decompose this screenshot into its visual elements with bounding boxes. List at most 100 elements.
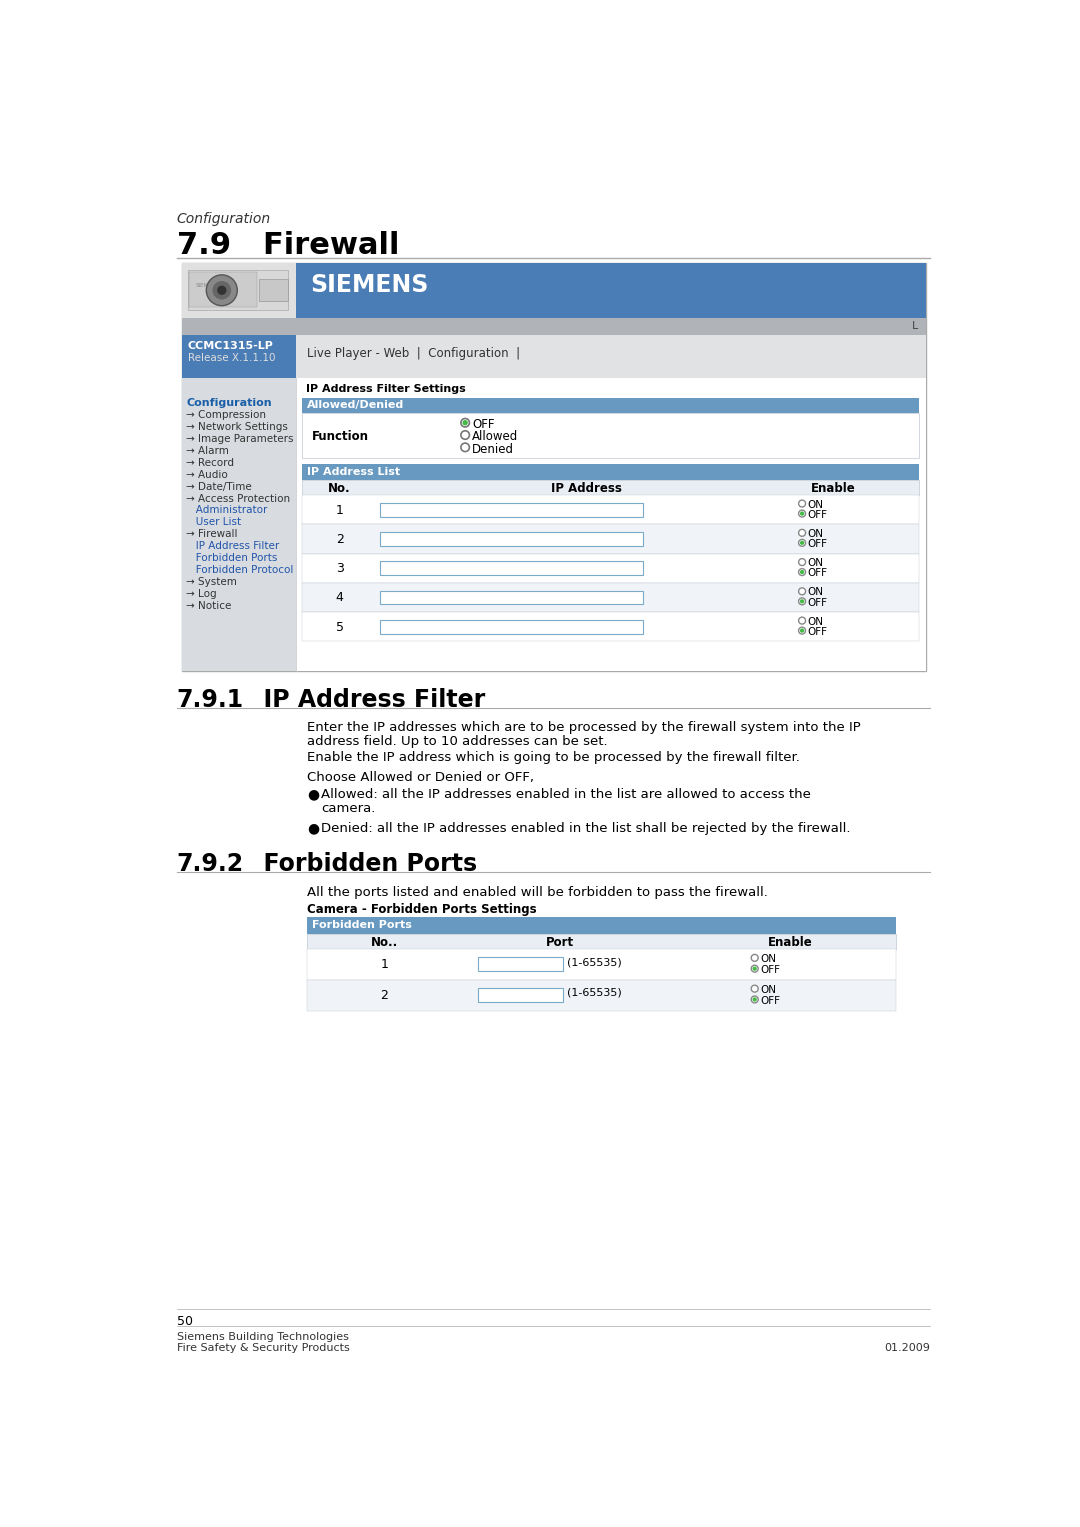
Text: ON: ON [808,588,824,597]
Bar [477,988,563,1002]
Text: User List: User List [186,518,241,527]
Bar [259,279,288,301]
Circle shape [461,418,470,428]
Circle shape [798,568,806,576]
Bar [181,334,926,379]
Bar [181,263,296,318]
Circle shape [206,275,238,305]
Bar [307,950,896,980]
Text: SIEMENS: SIEMENS [310,273,429,298]
Text: Administrator: Administrator [186,505,268,516]
Text: 7.9   Firewall: 7.9 Firewall [177,231,400,260]
Text: OFF: OFF [808,597,827,608]
Text: Forbidden Ports: Forbidden Ports [186,553,278,563]
Bar [181,379,926,670]
Bar [302,612,919,641]
Text: → Compression: → Compression [186,411,266,420]
Text: 7.9.2: 7.9.2 [177,852,244,876]
Text: OFF: OFF [808,626,827,637]
Text: All the ports listed and enabled will be forbidden to pass the firewall.: All the ports listed and enabled will be… [307,886,768,899]
Text: ●: ● [307,822,320,835]
Text: address field. Up to 10 addresses can be set.: address field. Up to 10 addresses can be… [307,736,608,748]
Circle shape [462,420,468,426]
Text: Siemens Building Technologies: Siemens Building Technologies [177,1332,349,1342]
Text: OFF: OFF [808,510,827,519]
Bar [181,263,926,318]
Bar [181,318,296,334]
Text: → Image Parameters: → Image Parameters [186,434,294,444]
Text: Forbidden Ports: Forbidden Ports [312,921,411,930]
Circle shape [217,286,227,295]
Circle shape [798,530,806,536]
Text: Forbidden Protocol: Forbidden Protocol [186,565,294,576]
Bar [302,479,919,495]
Circle shape [213,281,231,299]
Text: 4: 4 [336,591,343,605]
Text: Denied: Denied [472,443,514,455]
Circle shape [798,628,806,634]
Circle shape [800,599,805,603]
Circle shape [461,443,470,452]
Text: 2: 2 [336,533,343,545]
Circle shape [461,431,470,440]
Text: Enable: Enable [811,483,855,495]
Text: L: L [912,321,918,331]
Circle shape [752,954,758,962]
Text: 50: 50 [177,1315,193,1328]
Text: No.: No. [328,483,351,495]
Text: CCMC1315-LP: CCMC1315-LP [188,341,273,351]
Bar [307,980,896,1011]
Text: 1: 1 [380,957,389,971]
Circle shape [800,512,805,516]
Text: → Alarm: → Alarm [186,446,229,457]
Circle shape [753,997,757,1002]
Text: 01.2009: 01.2009 [885,1342,930,1353]
Bar [296,318,926,334]
Text: ON: ON [808,528,824,539]
Circle shape [753,967,757,971]
Text: IP Address Filter Settings: IP Address Filter Settings [306,385,465,394]
Text: → Access Protection: → Access Protection [186,493,291,504]
Text: Configuration: Configuration [186,399,272,408]
Text: ON: ON [760,985,777,994]
Bar [302,524,919,554]
Text: Forbidden Ports: Forbidden Ports [247,852,477,876]
Text: 5: 5 [336,620,343,634]
Circle shape [800,629,805,632]
Text: 1: 1 [336,504,343,516]
Bar [181,263,926,670]
Text: Camera - Forbidden Ports Settings: Camera - Forbidden Ports Settings [307,902,537,916]
Text: 3: 3 [336,562,343,576]
Circle shape [798,501,806,507]
Text: Port: Port [546,936,575,950]
Text: IP Address: IP Address [551,483,622,495]
Text: → Audio: → Audio [186,470,228,479]
Circle shape [798,599,806,605]
Text: Allowed: Allowed [472,431,518,443]
Text: Configuration: Configuration [177,212,271,226]
Circle shape [800,570,805,574]
Text: Function: Function [312,431,368,443]
Text: Allowed: all the IP addresses enabled in the list are allowed to access the: Allowed: all the IP addresses enabled in… [321,788,811,800]
Bar [380,502,644,516]
Text: → Notice: → Notice [186,602,231,611]
Text: → System: → System [186,577,237,586]
Text: Enter the IP addresses which are to be processed by the firewall system into the: Enter the IP addresses which are to be p… [307,721,861,734]
Text: → Firewall: → Firewall [186,530,238,539]
Text: Fire Safety & Security Products: Fire Safety & Security Products [177,1342,350,1353]
Bar [181,334,296,379]
Bar [302,495,919,524]
Circle shape [798,539,806,547]
Text: ON: ON [808,559,824,568]
Bar [307,935,896,950]
Text: (1-65535): (1-65535) [567,988,621,997]
Text: Allowed/Denied: Allowed/Denied [307,400,404,411]
Text: Denied: all the IP addresses enabled in the list shall be rejected by the firewa: Denied: all the IP addresses enabled in … [321,822,851,835]
Bar [189,272,257,307]
Text: 2: 2 [380,988,389,1002]
Bar [477,957,563,971]
Text: OFF: OFF [760,965,780,974]
Text: IP Address List: IP Address List [307,467,401,476]
Circle shape [800,541,805,545]
Bar [307,918,896,935]
